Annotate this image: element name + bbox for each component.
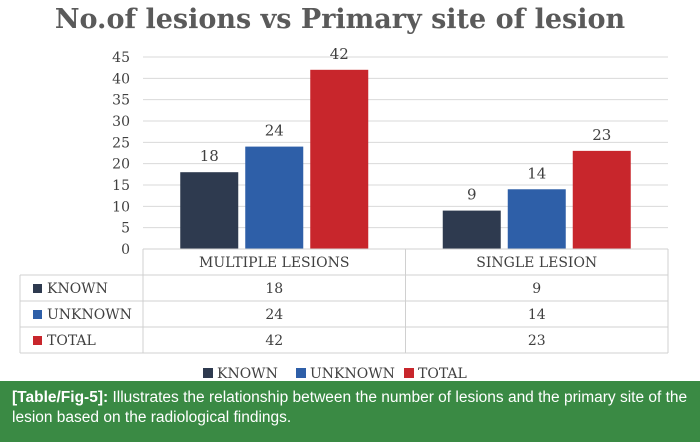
legend-key-known [203, 368, 213, 378]
y-tick-label: 20 [112, 157, 130, 173]
table-series-label: UNKNOWN [47, 307, 132, 323]
bar-unknown [507, 189, 566, 249]
data-label: 42 [330, 45, 349, 63]
legend-key-total [404, 368, 414, 378]
data-label: 18 [200, 147, 219, 165]
table-cell: 42 [265, 333, 283, 349]
category-label: MULTIPLE LESIONS [199, 255, 350, 271]
legend-label: TOTAL [418, 366, 467, 381]
bar-total [310, 69, 369, 249]
data-label: 23 [592, 126, 611, 144]
table-cell: 18 [265, 281, 283, 297]
table-series-label: KNOWN [47, 281, 108, 297]
legend-key-unknown [296, 368, 306, 378]
bar-known [180, 172, 239, 249]
chart-title: No.of lesions vs Primary site of lesion [55, 4, 626, 35]
y-tick-label: 45 [112, 50, 130, 66]
y-tick-label: 30 [112, 114, 130, 130]
table-cell: 24 [265, 307, 283, 323]
y-tick-label: 5 [121, 221, 130, 237]
y-tick-label: 0 [121, 242, 130, 258]
legend-label: UNKNOWN [310, 366, 395, 381]
caption-label: [Table/Fig-5]: [12, 389, 109, 406]
table-series-label: TOTAL [47, 333, 96, 349]
table-cell: 14 [528, 307, 546, 323]
table-key-known [33, 284, 42, 293]
y-tick-label: 35 [112, 93, 130, 109]
category-label: SINGLE LESION [476, 255, 597, 271]
bar-unknown [245, 146, 304, 249]
y-tick-label: 25 [112, 135, 130, 151]
chart: No.of lesions vs Primary site of lesion … [19, 4, 669, 381]
data-label: 14 [527, 164, 546, 182]
table-key-total [33, 336, 42, 345]
table-cell: 23 [528, 333, 546, 349]
y-tick-label: 10 [112, 199, 130, 215]
bar-total [572, 150, 631, 249]
data-label: 9 [467, 186, 477, 204]
y-tick-label: 40 [112, 71, 130, 87]
bar-known [442, 210, 501, 249]
table-key-unknown [33, 310, 42, 319]
figure-caption: [Table/Fig-5]: Illustrates the relations… [0, 381, 700, 442]
legend-label: KNOWN [217, 366, 278, 381]
y-tick-label: 15 [112, 178, 130, 194]
data-label: 24 [265, 122, 284, 140]
table-cell: 9 [532, 281, 541, 297]
caption-text: Illustrates the relationship between the… [12, 389, 688, 426]
